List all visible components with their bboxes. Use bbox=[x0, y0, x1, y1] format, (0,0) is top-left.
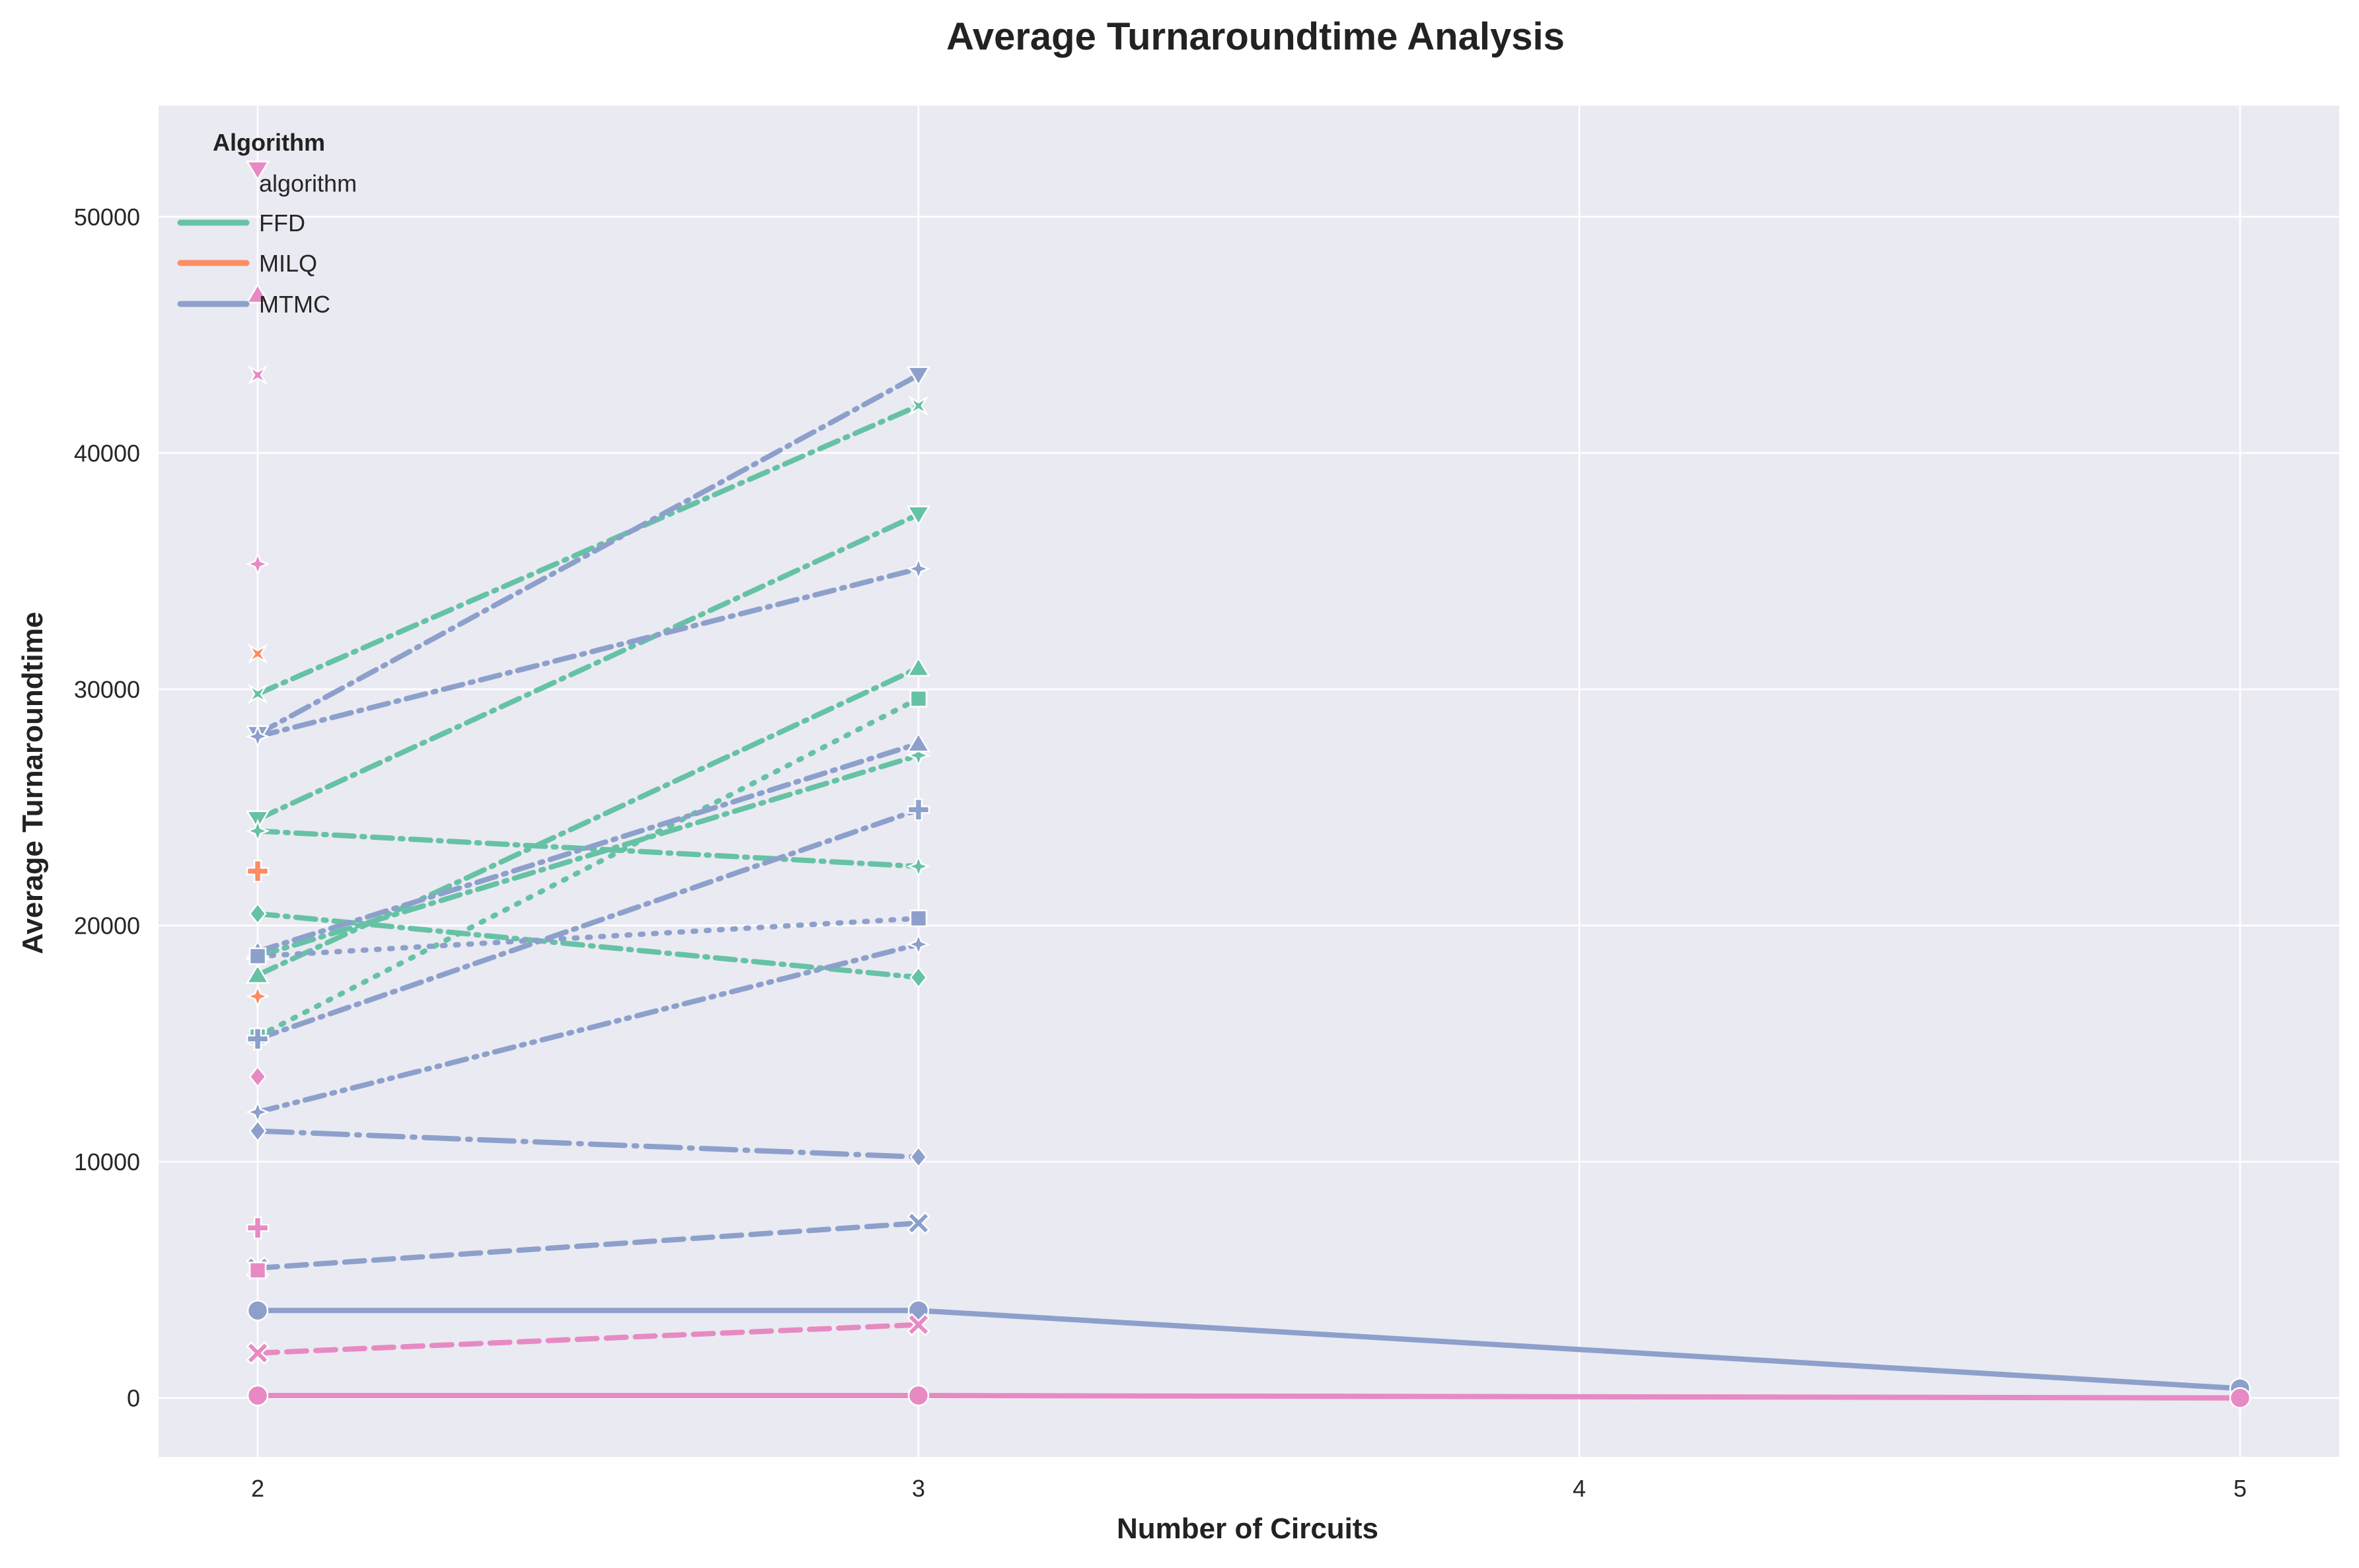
data-point bbox=[248, 1119, 267, 1142]
data-point bbox=[245, 984, 270, 1009]
legend-title: Algorithm bbox=[213, 129, 325, 156]
series-line bbox=[255, 372, 921, 737]
series-line bbox=[255, 1128, 921, 1160]
data-point bbox=[246, 1300, 269, 1322]
data-point bbox=[908, 395, 929, 416]
series-line bbox=[255, 753, 921, 959]
data-point bbox=[247, 365, 268, 386]
data-point bbox=[906, 366, 931, 387]
data-point bbox=[909, 966, 928, 989]
data-point bbox=[246, 1216, 270, 1240]
series-line bbox=[255, 1220, 921, 1271]
x-tick-label: 5 bbox=[2233, 1475, 2247, 1502]
legend-item-milq: MILQ bbox=[259, 250, 317, 277]
series-line bbox=[255, 696, 921, 1039]
data-point bbox=[246, 1341, 270, 1365]
data-point bbox=[246, 860, 270, 883]
series-line bbox=[255, 511, 921, 822]
legend-item-ffd: FFD bbox=[259, 209, 305, 237]
x-tick-label: 4 bbox=[1573, 1475, 1586, 1502]
data-point bbox=[2229, 1387, 2251, 1409]
data-point bbox=[245, 552, 270, 577]
plot-background bbox=[159, 106, 2339, 1457]
data-point bbox=[909, 1145, 928, 1168]
series-line bbox=[255, 1393, 2243, 1401]
data-point bbox=[907, 1384, 930, 1407]
y-axis-label: Average Turnaroundtime bbox=[17, 612, 49, 954]
series-line bbox=[255, 403, 921, 697]
data-point bbox=[907, 1211, 930, 1235]
x-tick-label: 2 bbox=[251, 1475, 264, 1502]
data-point bbox=[245, 819, 270, 844]
series-markers bbox=[245, 161, 2251, 1409]
y-tick-label: 10000 bbox=[74, 1148, 140, 1176]
data-point bbox=[247, 683, 268, 704]
series-line bbox=[255, 807, 921, 1042]
data-point bbox=[245, 724, 270, 749]
data-point bbox=[909, 909, 928, 928]
series-line bbox=[255, 942, 921, 1115]
data-point bbox=[906, 854, 931, 879]
data-point bbox=[248, 947, 267, 965]
legend: Algorithm algorithm FFD MILQ MTMC bbox=[177, 129, 357, 318]
y-tick-label: 30000 bbox=[74, 676, 140, 703]
chart-title: Average Turnaroundtime Analysis bbox=[946, 15, 1565, 58]
data-point bbox=[909, 690, 928, 708]
x-tick-label: 3 bbox=[912, 1475, 925, 1502]
y-tick-label: 50000 bbox=[74, 204, 140, 231]
series-line bbox=[255, 915, 921, 959]
series-line bbox=[255, 911, 921, 981]
legend-header: algorithm bbox=[259, 170, 357, 197]
data-point bbox=[245, 283, 270, 304]
series-line bbox=[255, 1322, 921, 1356]
series-line bbox=[255, 566, 921, 739]
data-point bbox=[247, 643, 268, 664]
data-point bbox=[248, 902, 267, 925]
data-point bbox=[906, 656, 931, 677]
data-point bbox=[906, 556, 931, 581]
series-line bbox=[255, 741, 921, 954]
data-point bbox=[248, 1261, 267, 1279]
data-point bbox=[248, 1065, 267, 1088]
data-point bbox=[245, 963, 270, 984]
data-point bbox=[246, 1027, 270, 1051]
data-point bbox=[246, 1384, 269, 1407]
tick-labels: 2 3 4 5 0 10000 20000 30000 40000 50000 bbox=[74, 204, 2247, 1502]
data-point bbox=[906, 505, 931, 526]
y-tick-label: 40000 bbox=[74, 440, 140, 467]
data-point bbox=[906, 743, 931, 768]
data-point bbox=[906, 731, 931, 753]
data-point bbox=[906, 932, 931, 957]
series-line bbox=[255, 828, 921, 870]
data-point bbox=[907, 1313, 930, 1337]
y-tick-label: 20000 bbox=[74, 913, 140, 940]
data-point bbox=[245, 161, 270, 181]
y-tick-label: 0 bbox=[127, 1385, 140, 1412]
x-axis-label: Number of Circuits bbox=[1117, 1512, 1378, 1545]
data-point bbox=[907, 798, 930, 821]
legend-item-mtmc: MTMC bbox=[259, 291, 330, 318]
